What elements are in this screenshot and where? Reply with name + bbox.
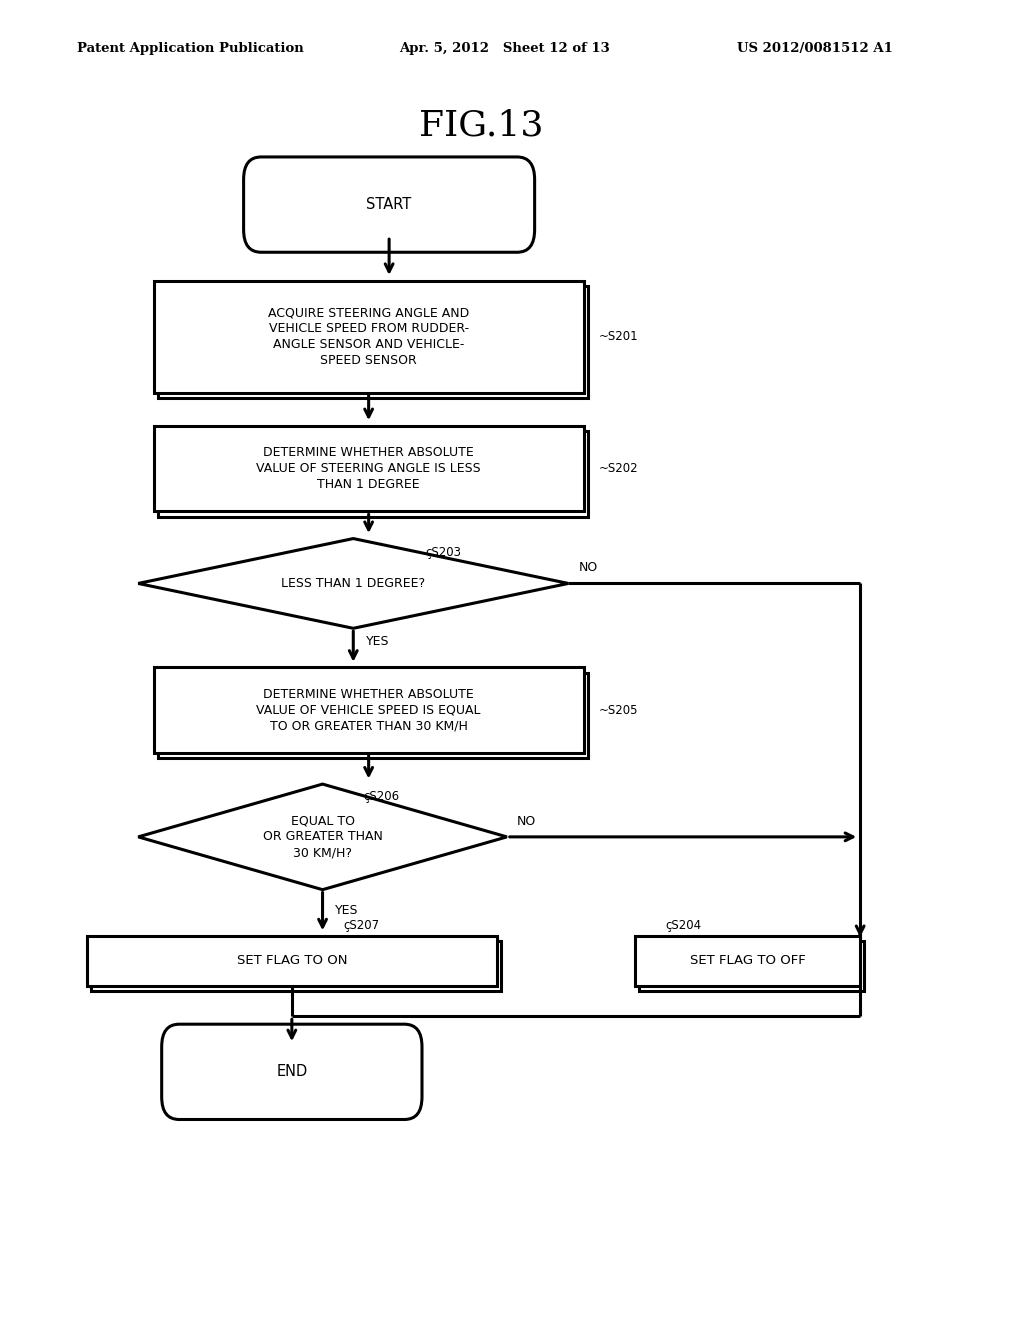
Text: EQUAL TO
OR GREATER THAN
30 KM/H?: EQUAL TO OR GREATER THAN 30 KM/H?	[262, 814, 383, 859]
Bar	[154, 668, 584, 752]
Text: DETERMINE WHETHER ABSOLUTE
VALUE OF VEHICLE SPEED IS EQUAL
TO OR GREATER THAN 30: DETERMINE WHETHER ABSOLUTE VALUE OF VEHI…	[256, 688, 481, 733]
Bar	[87, 936, 497, 986]
Text: ~S205: ~S205	[599, 704, 639, 717]
Bar	[635, 936, 860, 986]
Text: SET FLAG TO OFF: SET FLAG TO OFF	[689, 954, 806, 968]
Bar	[158, 430, 588, 516]
Text: çS204: çS204	[666, 919, 701, 932]
Text: çS206: çS206	[364, 791, 399, 804]
Polygon shape	[138, 539, 568, 628]
Text: ~S202: ~S202	[599, 462, 639, 475]
Bar	[158, 673, 588, 758]
Text: NO: NO	[579, 561, 598, 574]
Bar	[158, 286, 588, 399]
Bar	[154, 425, 584, 511]
FancyBboxPatch shape	[162, 1024, 422, 1119]
Text: US 2012/0081512 A1: US 2012/0081512 A1	[737, 42, 893, 55]
Text: ~S201: ~S201	[599, 330, 639, 343]
Bar	[154, 281, 584, 393]
Text: SET FLAG TO ON: SET FLAG TO ON	[237, 954, 347, 968]
Bar	[639, 941, 864, 991]
Text: START: START	[367, 197, 412, 213]
Text: Patent Application Publication: Patent Application Publication	[77, 42, 303, 55]
Text: YES: YES	[335, 904, 358, 916]
Text: FIG.13: FIG.13	[419, 108, 544, 143]
Text: Apr. 5, 2012   Sheet 12 of 13: Apr. 5, 2012 Sheet 12 of 13	[399, 42, 610, 55]
Text: çS207: çS207	[343, 919, 379, 932]
Bar	[91, 941, 501, 991]
Text: YES: YES	[366, 635, 389, 648]
Text: DETERMINE WHETHER ABSOLUTE
VALUE OF STEERING ANGLE IS LESS
THAN 1 DEGREE: DETERMINE WHETHER ABSOLUTE VALUE OF STEE…	[256, 446, 481, 491]
FancyBboxPatch shape	[244, 157, 535, 252]
Polygon shape	[138, 784, 507, 890]
Text: çS203: çS203	[425, 545, 461, 558]
Text: END: END	[276, 1064, 307, 1080]
Text: LESS THAN 1 DEGREE?: LESS THAN 1 DEGREE?	[282, 577, 425, 590]
Text: ACQUIRE STEERING ANGLE AND
VEHICLE SPEED FROM RUDDER-
ANGLE SENSOR AND VEHICLE-
: ACQUIRE STEERING ANGLE AND VEHICLE SPEED…	[268, 306, 469, 367]
Text: NO: NO	[517, 814, 537, 828]
